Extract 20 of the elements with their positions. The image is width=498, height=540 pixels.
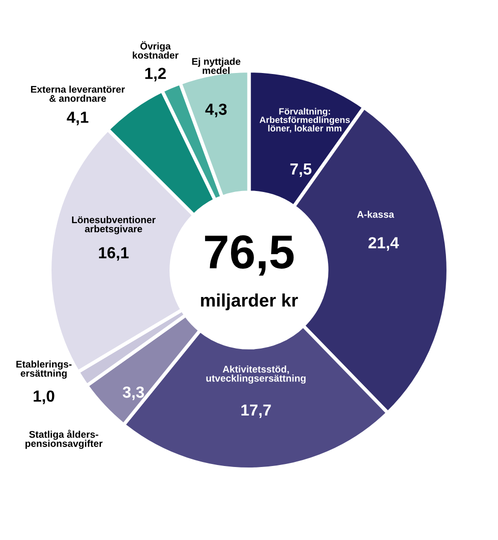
data-label: 7,5 [290, 164, 312, 178]
data-label: 1,0 [34, 390, 54, 404]
slice-label: Övriga kostnader [132, 41, 178, 59]
slice-label: Etablerings- ersättning [16, 360, 72, 379]
data-label: 17,7 [241, 404, 271, 418]
slice-label: Externa leverantörer & anordnare [31, 86, 125, 102]
slice-label: Ej nyttjade medel [192, 58, 240, 74]
data-label: 4,1 [66, 112, 88, 126]
data-label: 21,4 [368, 237, 399, 251]
slice-label: Lönesubventioner arbetsgivare [72, 216, 156, 234]
data-label: 1,2 [145, 68, 166, 82]
slice-label: Statliga ålders- pensionsavgifter [25, 430, 102, 449]
slice-label: Förvaltning: Arbetsförmedlingens löner, lokaler mm [260, 108, 350, 133]
data-label: 3,3 [122, 386, 144, 400]
text: miljarder kr [201, 293, 298, 310]
data-label: 16,1 [99, 247, 129, 261]
text: 76,5 [205, 235, 294, 276]
slice-label: A-kassa [357, 210, 394, 218]
data-label: 4,3 [205, 104, 227, 118]
slice-label: Aktivitetsstöd, utvecklingsersättning [206, 365, 306, 384]
